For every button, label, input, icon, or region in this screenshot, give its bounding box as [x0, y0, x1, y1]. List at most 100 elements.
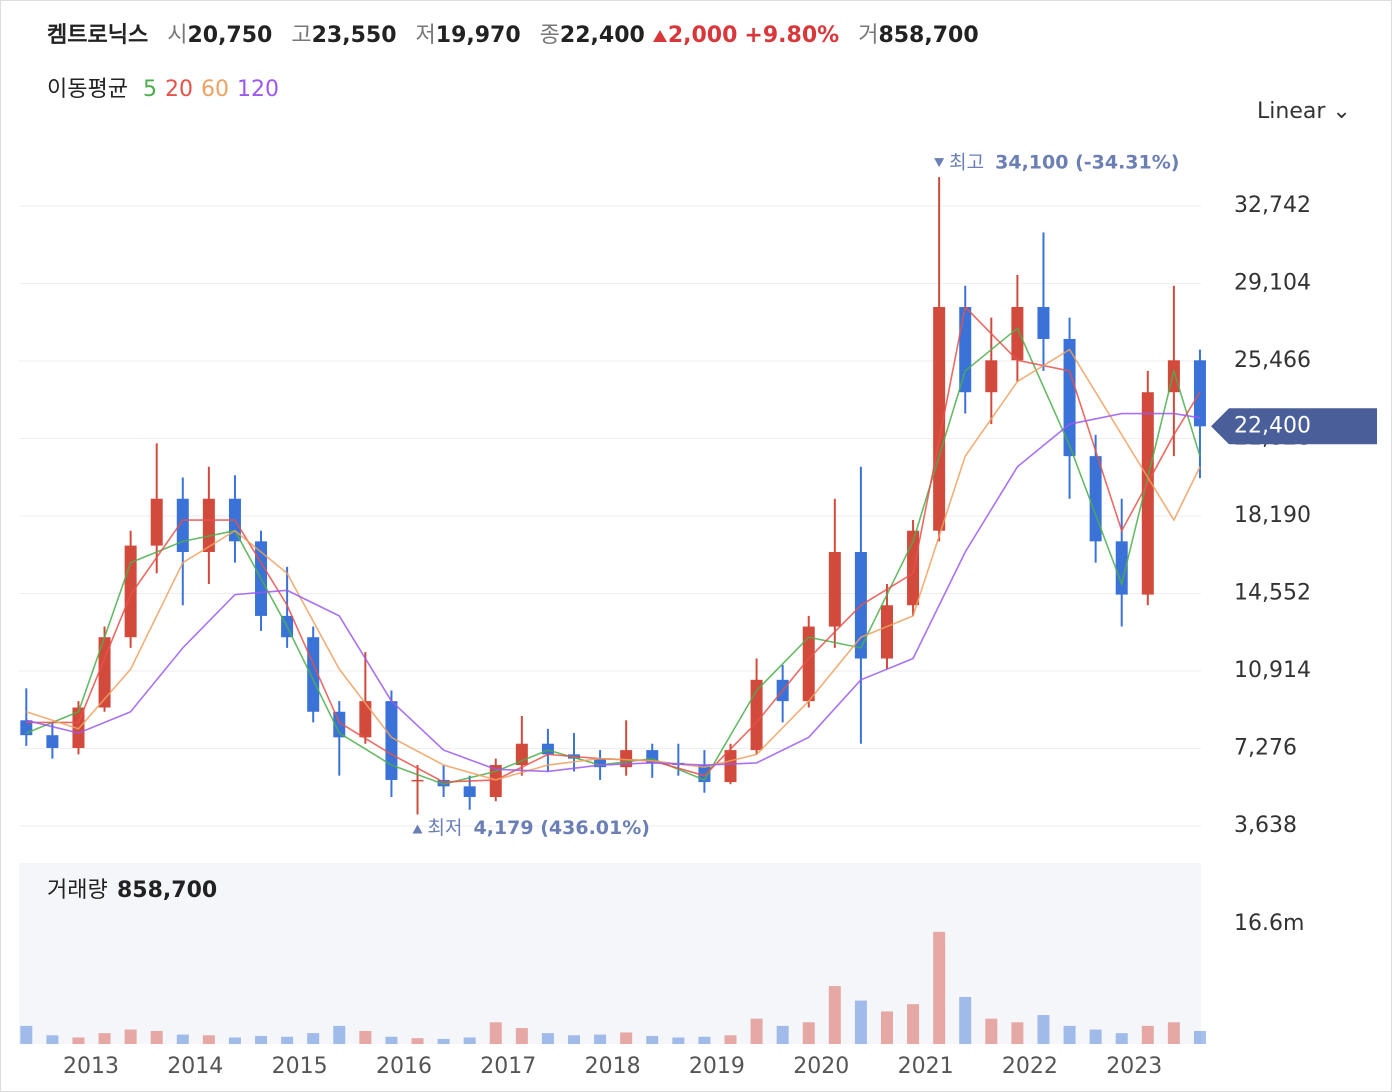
volume-bar	[828, 986, 841, 1044]
y-tick-label: 18,190	[1234, 503, 1311, 528]
volume-bar	[907, 1004, 920, 1044]
volume-title: 거래량	[47, 878, 108, 903]
candle-body	[124, 545, 137, 638]
high: 23,550	[311, 23, 397, 48]
volume-bar	[307, 1033, 320, 1044]
volume-bar	[124, 1029, 137, 1044]
volume-bar	[1063, 1025, 1076, 1044]
candle-body	[802, 626, 815, 702]
volume-panel	[19, 863, 1201, 1044]
volume-tick-label: 16.6m	[1234, 911, 1304, 936]
volume-bar	[437, 1038, 450, 1044]
volume-bar	[880, 1011, 893, 1044]
candle-body	[933, 307, 946, 531]
x-tick-label: 2023	[1106, 1054, 1162, 1079]
candle-body	[907, 530, 920, 606]
annotation-value: 4,179 (436.01%)	[474, 817, 650, 839]
volume-bar	[750, 1018, 763, 1044]
y-tick-label: 29,104	[1234, 270, 1311, 295]
ma-line	[26, 348, 1201, 781]
legend-entry: 120	[236, 77, 279, 102]
close: 22,400	[559, 23, 645, 48]
volume-bar	[281, 1036, 294, 1044]
volume-bar	[933, 931, 946, 1044]
candle-body	[150, 498, 163, 546]
volume-bar	[1037, 1015, 1050, 1044]
scale-label[interactable]: Linear	[1257, 99, 1326, 124]
annotation-label: 최고	[949, 152, 984, 174]
candle-body	[750, 679, 763, 751]
x-tick-label: 2018	[585, 1054, 641, 1079]
volume-bar	[255, 1036, 268, 1044]
up-arrow	[652, 30, 667, 42]
change: 2,000	[667, 23, 738, 48]
change-pct: +9.80%	[744, 23, 840, 48]
open: 20,750	[187, 23, 273, 48]
candle-body	[959, 307, 972, 393]
annotation-marker	[412, 824, 423, 834]
y-tick-label: 14,552	[1234, 580, 1311, 605]
stock-name: 켐트로닉스	[47, 23, 149, 48]
volume-value: 858,700	[117, 878, 217, 903]
volume-bar	[959, 996, 972, 1044]
x-tick-label: 2013	[63, 1054, 119, 1079]
label: 종	[539, 23, 560, 48]
price-tag	[1211, 408, 1377, 445]
candle-body	[333, 711, 346, 738]
legend-entry: 5	[142, 77, 157, 102]
candle-body	[46, 735, 59, 748]
volume-bar	[1089, 1029, 1102, 1044]
x-tick-label: 2020	[793, 1054, 849, 1079]
quote-header: 켐트로닉스 시20,750 고23,550 저19,970 종22,400 2,…	[47, 17, 979, 49]
volume-bar	[646, 1036, 659, 1044]
ma-line	[26, 412, 1201, 773]
volume-bar	[568, 1035, 581, 1044]
candle-body	[20, 720, 33, 736]
candle-body	[1141, 392, 1154, 595]
volume-bar	[515, 1028, 528, 1044]
volume: 858,700	[878, 23, 979, 48]
volume-bar	[620, 1032, 633, 1044]
scale-dropdown[interactable]: Linear ⌄	[1257, 99, 1351, 124]
volume-bar	[672, 1037, 685, 1044]
volume-bar	[46, 1035, 59, 1044]
volume-bar	[176, 1034, 189, 1044]
volume-bar	[1193, 1030, 1206, 1044]
candle-body	[1037, 307, 1050, 339]
price-tag-label: 22,400	[1234, 413, 1311, 438]
volume-bar	[72, 1037, 85, 1044]
candle-body	[202, 498, 215, 552]
x-tick-label: 2021	[898, 1054, 954, 1079]
candle-body	[463, 786, 476, 797]
candle-body	[985, 360, 998, 393]
volume-bar	[985, 1018, 998, 1044]
legend-title: 이동평균	[47, 77, 128, 102]
candle-body	[594, 758, 607, 768]
label: 거	[858, 23, 879, 48]
y-tick-label: 7,276	[1234, 735, 1297, 760]
legend-entry: 20	[164, 77, 193, 102]
x-tick-label: 2019	[689, 1054, 745, 1079]
volume-bar	[333, 1025, 346, 1044]
volume-bar	[802, 1022, 815, 1044]
annotation-label: 최저	[428, 817, 463, 839]
ma-legend: 이동평균 5 20 60 120	[47, 71, 279, 103]
candle-body	[411, 779, 424, 782]
candle-body	[828, 551, 841, 627]
volume-bar	[594, 1034, 607, 1044]
volume-bar	[98, 1033, 111, 1044]
y-tick-label: 3,638	[1234, 813, 1297, 838]
candle-body	[385, 701, 398, 780]
candle-body	[489, 765, 502, 797]
volume-bar	[385, 1036, 398, 1044]
candle-body	[1115, 541, 1128, 595]
label: 시	[167, 23, 188, 48]
volume-bar	[541, 1033, 554, 1044]
volume-bar	[1167, 1022, 1180, 1044]
candle-body	[176, 498, 189, 552]
low: 19,970	[435, 23, 521, 48]
x-tick-label: 2017	[480, 1054, 536, 1079]
volume-bar	[698, 1036, 711, 1044]
